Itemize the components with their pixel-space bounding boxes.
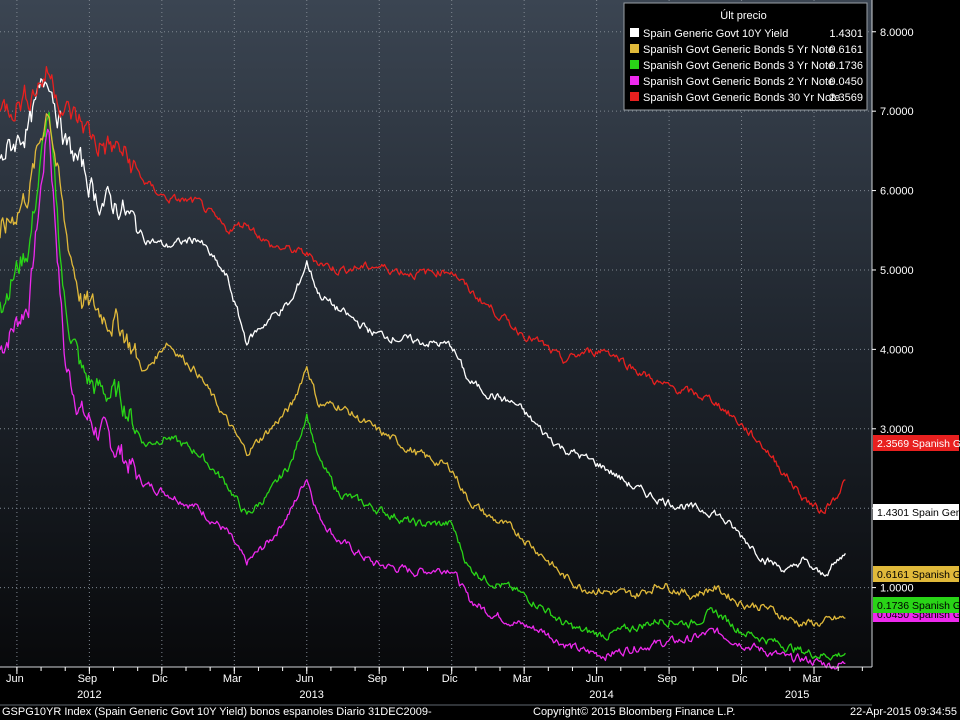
legend-entry-value: 2.3569 (829, 92, 863, 104)
x-tick-label: Jun (296, 673, 314, 685)
series-line (0, 113, 846, 628)
axes: 8.00007.00006.00005.00004.00003.00002.00… (0, 0, 914, 706)
series-line (0, 78, 846, 577)
y-tick-label: 8.0000 (880, 27, 914, 39)
year-label: 2012 (77, 689, 101, 701)
legend: Últ precio Spain Generic Govt 10Y Yield 1.… (623, 2, 868, 111)
legend-title: Últ precio (720, 9, 766, 22)
x-tick-label: Dic (442, 673, 458, 685)
legend-swatch (630, 44, 639, 53)
value-tag-bg (873, 566, 959, 582)
x-tick-label: Mar (223, 673, 242, 685)
legend-box (623, 2, 868, 111)
footer-timestamp: 22-Apr-2015 09:34:55 (850, 706, 957, 718)
year-label: 2015 (785, 689, 809, 701)
x-tick-label: Sep (367, 673, 387, 685)
legend-entry-name: Spanish Govt Generic Bonds 2 Yr Note (643, 76, 834, 88)
year-label: 2014 (589, 689, 613, 701)
series-lines (0, 66, 846, 670)
value-tag-label: 0.1736 Spanish G (877, 600, 960, 612)
series-line (0, 66, 846, 515)
legend-entry-value: 0.1736 (829, 60, 863, 72)
y-tick-label: 5.0000 (880, 265, 914, 277)
value-tag-bg (873, 504, 959, 520)
legend-swatch (630, 92, 639, 101)
y-tick-label: 4.0000 (880, 344, 914, 356)
legend-swatch (630, 60, 639, 69)
gridlines (0, 0, 872, 667)
last-value-tags: 2.3569 Spanish G 1.4301 Spain Gen 0.6161 S… (873, 435, 960, 622)
value-tag-bg (873, 597, 959, 613)
series-line (0, 128, 846, 670)
x-tick-label: Dic (732, 673, 748, 685)
y-tick-label: 1.0000 (880, 583, 914, 595)
y-tick-label: 7.0000 (880, 106, 914, 118)
legend-entry-name: Spanish Govt Generic Bonds 3 Yr Note (643, 60, 834, 72)
x-tick-label: Sep (657, 673, 677, 685)
footer-copyright: Copyright© 2015 Bloomberg Finance L.P. (533, 706, 735, 718)
x-tick-label: Jun (6, 673, 24, 685)
legend-entry-name: Spain Generic Govt 10Y Yield (643, 28, 788, 40)
legend-entry-value: 0.6161 (829, 44, 863, 56)
legend-swatch (630, 76, 639, 85)
y-tick-label: 3.0000 (880, 424, 914, 436)
value-tag-label: 1.4301 Spain Gen (877, 507, 960, 519)
footer: GSPG10YR Index (Spain Generic Govt 10Y Y… (2, 706, 957, 718)
legend-entry-value: 1.4301 (829, 28, 863, 40)
x-tick-label: Dic (152, 673, 168, 685)
footer-left: GSPG10YR Index (Spain Generic Govt 10Y Y… (2, 706, 432, 718)
legend-entry-name: Spanish Govt Generic Bonds 5 Yr Note (643, 44, 834, 56)
year-label: 2013 (299, 689, 323, 701)
legend-entry-name: Spanish Govt Generic Bonds 30 Yr Note (643, 92, 840, 104)
series-line (0, 111, 846, 661)
value-tag-label: 0.6161 Spanish G (877, 569, 960, 581)
legend-entry-value: 0.0450 (829, 76, 863, 88)
value-tag-bg (873, 435, 959, 451)
value-tag-label: 2.3569 Spanish G (877, 438, 960, 450)
x-tick-label: Mar (513, 673, 532, 685)
x-tick-label: Sep (78, 673, 98, 685)
x-tick-label: Jun (586, 673, 604, 685)
legend-swatch (630, 28, 639, 37)
y-tick-label: 6.0000 (880, 186, 914, 198)
x-tick-label: Mar (803, 673, 822, 685)
